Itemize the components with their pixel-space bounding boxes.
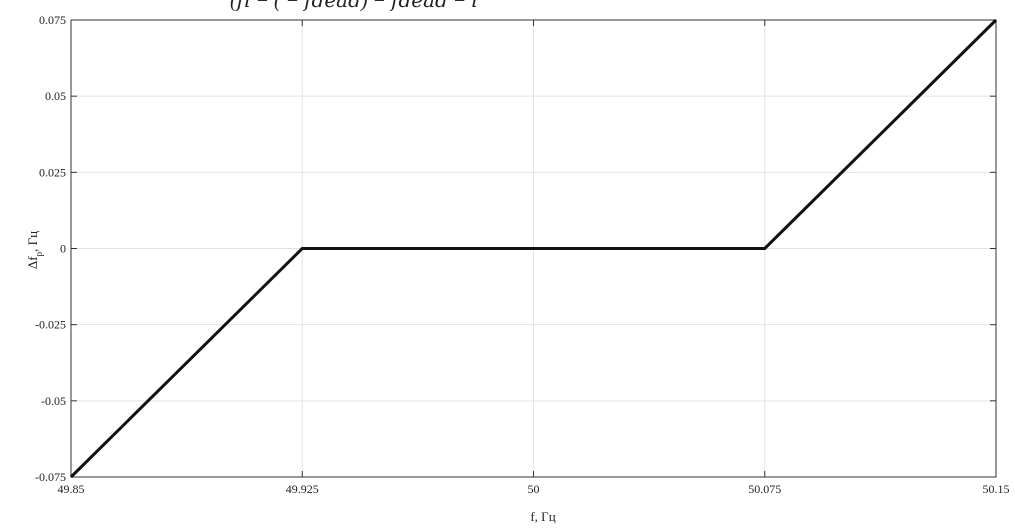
series-layer [69, 18, 998, 479]
cropped-equation-text: (𝑓𝑖 − ( − 𝑓𝑑𝑒𝑎𝑑) − 𝑓𝑑𝑒𝑎𝑑 − 𝑖 [230, 0, 478, 12]
y-axis-label: Δfр, Гц [25, 231, 44, 269]
y-axis-label-unit: , Гц [25, 231, 40, 252]
x-tick-label: 49.925 [286, 482, 319, 496]
x-tick-label: 50 [528, 482, 540, 496]
x-axis-label: f, Гц [530, 509, 555, 524]
x-tick-label: 49.85 [58, 482, 85, 496]
y-tick-label: 0.025 [39, 165, 66, 179]
y-tick-label: -0.075 [35, 470, 66, 484]
series-line-0 [69, 18, 998, 479]
x-tick-label: 50.15 [983, 482, 1010, 496]
y-tick-label: -0.025 [35, 318, 66, 332]
y-tick-label: 0.075 [39, 13, 66, 27]
y-tick-label: 0 [60, 242, 66, 256]
y-axis-label-main: Δf [25, 256, 40, 269]
x-tick-label: 50.075 [748, 482, 781, 496]
y-tick-label: -0.05 [41, 394, 66, 408]
y-axis-label-subscript: р [34, 251, 44, 256]
tick-labels: 49.85 49.925 50 50.075 50.15 -0.075 -0.05 -0.02… [35, 13, 1010, 496]
axes [70, 19, 997, 478]
y-tick-label: 0.05 [45, 89, 66, 103]
